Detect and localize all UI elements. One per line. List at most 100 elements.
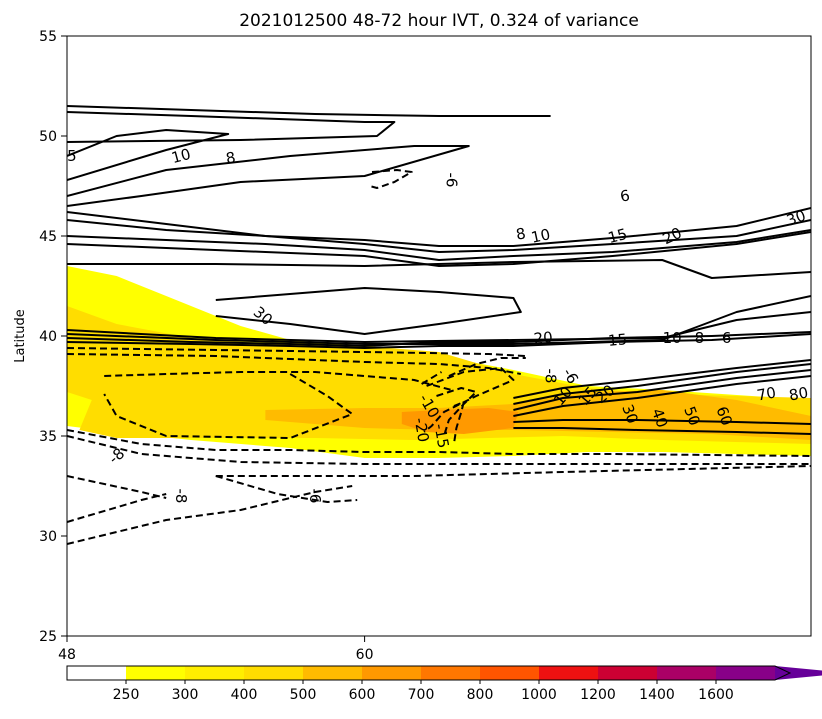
colorbar-segment	[421, 666, 480, 680]
contour-label: 10	[529, 225, 551, 247]
contour-label: 20	[533, 328, 554, 348]
colorbar-segment	[185, 666, 244, 680]
contour-label: 70	[755, 383, 777, 404]
chart-title: 2021012500 48-72 hour IVT, 0.324 of vari…	[239, 11, 639, 31]
y-tick-label: 35	[39, 429, 57, 445]
y-tick-label: 50	[39, 129, 57, 145]
dashed-contour-4	[67, 429, 811, 457]
contour-lines	[67, 105, 811, 545]
dashed-contour-0	[67, 347, 526, 357]
contour-label: -8	[172, 489, 190, 504]
solid-contour-1	[67, 111, 396, 143]
contour-label: 10	[663, 329, 682, 347]
dashed-contour-14	[448, 357, 526, 377]
contour-label: 15	[607, 330, 628, 350]
solid-contour-8	[67, 259, 811, 279]
colorbar-segment-under	[67, 666, 126, 680]
solid-contour-18	[513, 419, 811, 425]
colorbar-tick-label: 1000	[521, 687, 557, 703]
colorbar-segment	[303, 666, 362, 680]
colorbar-tick-label: 1600	[698, 687, 734, 703]
y-tick-label: 30	[39, 529, 57, 545]
colorbar-segment	[539, 666, 598, 680]
colorbar-tick-label: 400	[231, 687, 258, 703]
colorbar-extend-arrow	[775, 666, 822, 680]
dashed-contour-8	[67, 485, 353, 545]
solid-contour-7	[67, 231, 811, 267]
contour-label: 10	[170, 145, 193, 167]
colorbar-tick-label: 250	[113, 687, 140, 703]
solid-contour-12	[67, 311, 811, 343]
contour-label: -6	[442, 173, 460, 188]
contour-label: 5	[67, 147, 77, 165]
colorbar-segment	[362, 666, 421, 680]
dashed-contour-9	[215, 465, 811, 477]
solid-contour-9	[215, 287, 522, 335]
y-tick-label: 25	[39, 629, 57, 645]
colorbar-segment	[126, 666, 185, 680]
colorbar-tick-label: 600	[349, 687, 376, 703]
colorbar-segment	[598, 666, 657, 680]
solid-contour-17	[513, 375, 811, 417]
colorbar-tick-label: 1400	[639, 687, 675, 703]
dashed-contour-15	[421, 371, 443, 385]
solid-contour-15	[513, 363, 811, 405]
contour-label: 30	[618, 402, 641, 426]
contour-label: 50	[680, 404, 703, 428]
colorbar-segment	[716, 666, 775, 680]
solid-contour-2	[67, 129, 230, 181]
x-axis: 48 60	[58, 636, 374, 663]
contour-label: -8	[542, 369, 560, 384]
contour-label: -20	[411, 416, 433, 443]
x-tick-label: 48	[58, 647, 76, 663]
colorbar: 250 300 400 500 600 700 800 1000 1200 1400 1600	[66, 665, 822, 703]
colorbar-tick-label: 300	[172, 687, 199, 703]
y-axis: 25 30 35 40 45 50 55	[39, 29, 67, 645]
contour-label: -6	[306, 489, 324, 504]
colorbar-tick-label: 800	[467, 687, 494, 703]
colorbar-segment	[657, 666, 716, 680]
solid-contour-4	[67, 207, 811, 247]
contour-label: 60	[712, 404, 735, 428]
dashed-contour-1	[67, 353, 521, 375]
contour-label: 8	[224, 148, 237, 167]
contour-label: 6	[619, 186, 632, 205]
contour-label: 6	[722, 329, 732, 347]
contour-label: -15	[430, 422, 452, 449]
colorbar-tick-label: 500	[290, 687, 317, 703]
contour-label: 8	[695, 329, 705, 347]
filled-contours	[67, 266, 811, 458]
contour-label: 15	[606, 225, 629, 247]
y-axis-label: Latitude	[13, 309, 28, 363]
contour-label: 40	[648, 406, 671, 430]
dashed-contour-11	[423, 367, 515, 433]
solid-contour-13	[67, 295, 811, 345]
solid-contour-16	[513, 369, 811, 411]
dashed-contour-7	[67, 493, 167, 523]
colorbar-segment	[480, 666, 539, 680]
contour-label: 30	[784, 206, 808, 229]
solid-contour-3	[67, 145, 470, 207]
dashed-contour-2	[104, 371, 452, 391]
x-tick-label: 60	[356, 647, 374, 663]
solid-contour-5	[67, 219, 811, 253]
dashed-contour-10	[215, 475, 358, 503]
colorbar-tick-label: 1200	[580, 687, 616, 703]
filled-region-400	[265, 390, 811, 440]
solid-contour-6	[67, 229, 811, 261]
y-tick-label: 45	[39, 229, 57, 245]
dashed-contour-12	[436, 387, 478, 437]
contour-label: 80	[788, 383, 810, 404]
colorbar-outline	[66, 665, 792, 681]
solid-contour-19	[513, 427, 811, 435]
dashed-contour-5	[67, 435, 811, 465]
contour-label: 8	[515, 224, 528, 243]
y-tick-label: 40	[39, 329, 57, 345]
solid-contour-0	[67, 105, 551, 117]
colorbar-segment	[244, 666, 303, 680]
y-tick-label: 55	[39, 29, 57, 45]
solid-contour-11	[67, 333, 811, 349]
solid-contour-14	[513, 359, 811, 399]
